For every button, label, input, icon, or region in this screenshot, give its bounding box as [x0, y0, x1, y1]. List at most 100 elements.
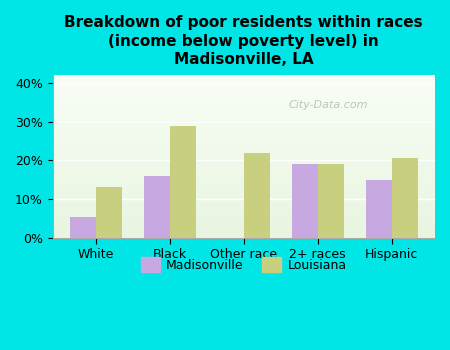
Bar: [53, 222, 435, 223]
Bar: [53, 196, 435, 197]
Bar: [53, 173, 435, 174]
Bar: [53, 82, 435, 83]
Bar: [53, 150, 435, 152]
Bar: [53, 212, 435, 214]
Bar: [53, 169, 435, 171]
Bar: [53, 202, 435, 204]
Bar: [53, 236, 435, 238]
Bar: [53, 97, 435, 98]
Bar: [53, 158, 435, 160]
Bar: [53, 131, 435, 132]
Bar: [53, 134, 435, 135]
Bar: [244, 153, 270, 238]
Legend: Madisonville, Louisiana: Madisonville, Louisiana: [136, 252, 351, 277]
Bar: [53, 126, 435, 127]
Bar: [53, 145, 435, 147]
Bar: [53, 142, 435, 144]
Bar: [53, 178, 435, 179]
Bar: [53, 78, 435, 80]
Bar: [53, 228, 435, 230]
Bar: [53, 166, 435, 168]
Bar: [53, 121, 435, 122]
Bar: [53, 119, 435, 121]
Bar: [53, 179, 435, 181]
Bar: [53, 191, 435, 192]
Bar: [53, 83, 435, 85]
Bar: [53, 192, 435, 194]
Bar: [53, 135, 435, 137]
Bar: [53, 100, 435, 101]
Bar: [53, 161, 435, 163]
Bar: [53, 231, 435, 233]
Bar: [53, 225, 435, 226]
Bar: [53, 87, 435, 88]
Bar: [53, 106, 435, 108]
Bar: [53, 75, 435, 77]
Bar: [53, 77, 435, 78]
Bar: [53, 207, 435, 209]
Bar: [53, 204, 435, 205]
Bar: [53, 234, 435, 236]
Bar: [96, 188, 122, 238]
Bar: [318, 164, 344, 238]
Bar: [53, 171, 435, 173]
Bar: [53, 197, 435, 199]
Bar: [53, 118, 435, 119]
Bar: [53, 226, 435, 228]
Bar: [53, 220, 435, 222]
Bar: [53, 101, 435, 103]
Bar: [53, 210, 435, 212]
Bar: [53, 103, 435, 105]
Bar: [144, 176, 170, 238]
Bar: [53, 189, 435, 191]
Bar: [53, 201, 435, 202]
Bar: [53, 122, 435, 124]
Bar: [53, 139, 435, 140]
Bar: [53, 114, 435, 116]
Bar: [53, 156, 435, 158]
Bar: [53, 92, 435, 93]
Bar: [53, 105, 435, 106]
Bar: [53, 214, 435, 215]
Text: City-Data.com: City-Data.com: [288, 99, 368, 110]
Bar: [53, 194, 435, 196]
Bar: [53, 98, 435, 100]
Bar: [170, 126, 196, 238]
Bar: [392, 159, 418, 238]
Bar: [53, 116, 435, 118]
Bar: [53, 183, 435, 184]
Bar: [53, 168, 435, 169]
Bar: [53, 147, 435, 148]
Bar: [53, 181, 435, 183]
Bar: [53, 205, 435, 207]
Bar: [53, 223, 435, 225]
Bar: [53, 127, 435, 129]
Bar: [53, 164, 435, 166]
Title: Breakdown of poor residents within races
(income below poverty level) in
Madison: Breakdown of poor residents within races…: [64, 15, 423, 67]
Bar: [53, 129, 435, 131]
Bar: [53, 153, 435, 155]
Bar: [70, 217, 96, 238]
Bar: [53, 230, 435, 231]
Bar: [53, 90, 435, 92]
Bar: [53, 88, 435, 90]
Bar: [53, 163, 435, 164]
Bar: [53, 80, 435, 82]
Bar: [53, 217, 435, 218]
Bar: [53, 148, 435, 150]
Bar: [53, 93, 435, 95]
Bar: [53, 160, 435, 161]
Bar: [53, 108, 435, 110]
Bar: [53, 218, 435, 220]
Bar: [53, 132, 435, 134]
Bar: [53, 233, 435, 234]
Bar: [292, 164, 318, 238]
Bar: [53, 186, 435, 187]
Bar: [53, 215, 435, 217]
Bar: [53, 113, 435, 114]
Bar: [53, 184, 435, 186]
Bar: [53, 85, 435, 87]
Bar: [53, 209, 435, 210]
Bar: [366, 180, 392, 238]
Bar: [53, 124, 435, 126]
